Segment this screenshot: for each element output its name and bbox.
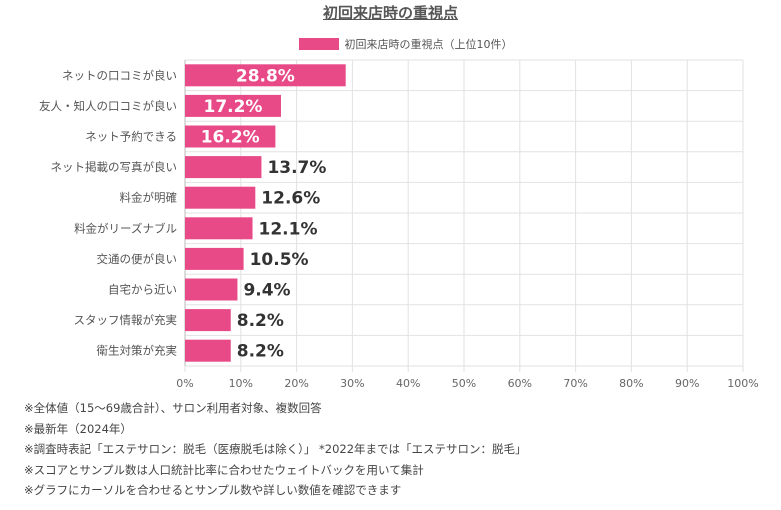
category-label: ネット予約できる — [85, 130, 177, 144]
category-label: スタッフ情報が充実 — [74, 313, 178, 327]
category-label: ネット掲載の写真が良い — [51, 160, 178, 174]
bar-value-label: 8.2% — [237, 311, 284, 331]
legend[interactable]: 初回来店時の重視点（上位10件） — [0, 36, 781, 52]
bar-value-label: 9.4% — [243, 281, 290, 301]
chart-title: 初回来店時の重視点 — [322, 4, 458, 22]
bar-value-label: 28.8% — [236, 66, 295, 86]
category-label: 料金が明確 — [120, 191, 178, 205]
bar[interactable] — [185, 278, 238, 301]
note-2: ※最新年（2024年） — [24, 421, 132, 436]
bar-value-label: 8.2% — [237, 342, 284, 362]
x-tick-label: 70% — [563, 377, 587, 390]
bar-value-label: 16.2% — [201, 128, 260, 148]
bar[interactable] — [185, 247, 244, 270]
bar-value-label: 12.6% — [261, 189, 320, 209]
note-1: ※全体値（15～69歳合計）、サロン利用者対象、複数回答 — [24, 401, 322, 415]
x-tick-label: 0% — [176, 377, 193, 390]
x-tick-label: 30% — [340, 377, 364, 390]
x-tick-label: 20% — [284, 377, 308, 390]
bar[interactable] — [185, 156, 262, 179]
bar-value-label: 13.7% — [267, 158, 326, 178]
category-label: 料金がリーズナブル — [74, 221, 177, 235]
category-label: 衛生対策が充実 — [97, 344, 178, 358]
bar[interactable] — [185, 94, 281, 117]
bar[interactable] — [185, 64, 346, 87]
bar-value-label: 12.1% — [259, 219, 318, 239]
bar-value-label: 10.5% — [250, 250, 309, 270]
x-tick-label: 90% — [675, 377, 699, 390]
category-label: 自宅から近い — [108, 283, 177, 297]
x-tick-label: 40% — [396, 377, 420, 390]
x-tick-label: 100% — [727, 377, 758, 390]
note-4: ※スコアとサンプル数は人口統計比率に合わせたウェイトバックを用いて集計 — [24, 462, 424, 477]
category-label: 友人・知人の口コミが良い — [39, 99, 177, 113]
legend-label: 初回来店時の重視点（上位10件） — [344, 38, 513, 51]
bar[interactable] — [185, 125, 276, 148]
bar[interactable] — [185, 217, 253, 240]
bar[interactable] — [185, 186, 256, 209]
bar[interactable] — [185, 339, 231, 362]
bar-chart: 0% 10% 20% 30% 40% 50% 60% 70% 80% 90% 100% ネットの口コミ… — [39, 59, 759, 390]
legend-swatch — [298, 38, 339, 50]
bar-value-label: 17.2% — [203, 97, 262, 117]
x-tick-label: 60% — [508, 377, 532, 390]
category-label: 交通の便が良い — [97, 252, 178, 266]
x-tick-label: 80% — [619, 377, 643, 390]
bar[interactable] — [185, 309, 231, 332]
category-label: ネットの口コミが良い — [62, 68, 177, 82]
notes: ※全体値（15～69歳合計）、サロン利用者対象、複数回答 ※最新年（2024年）… — [24, 398, 527, 501]
x-tick-label: 10% — [229, 377, 253, 390]
x-tick-label: 50% — [452, 377, 476, 390]
note-5: ※グラフにカーソルを合わせるとサンプル数や詳しい数値を確認できます — [24, 483, 402, 497]
note-3: ※調査時表記「エステサロン：脱毛（医療脱毛は除く）」 *2022年までは「エステ… — [24, 442, 527, 456]
